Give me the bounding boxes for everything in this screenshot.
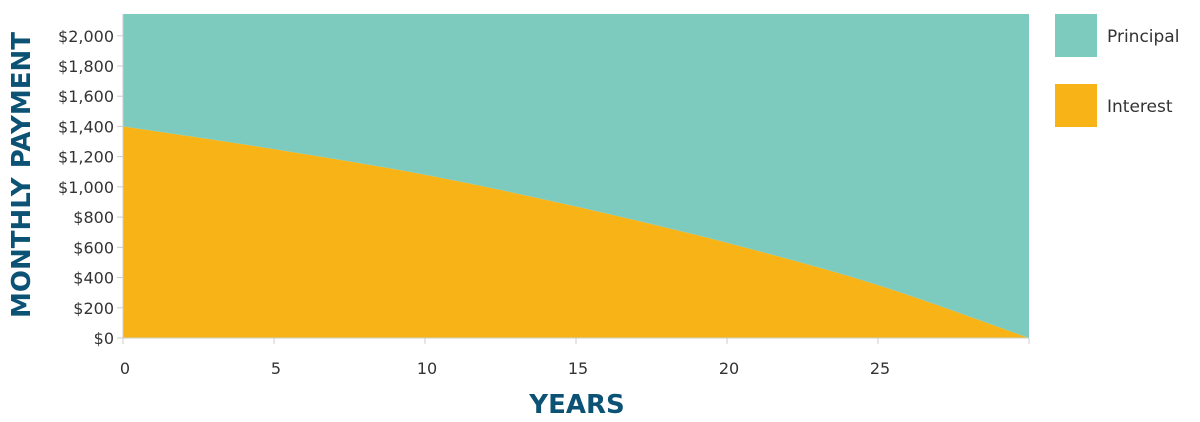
area-interest <box>123 126 1029 339</box>
y-tick-label: $1,600 <box>58 87 114 106</box>
x-tick-label: 5 <box>271 359 281 378</box>
legend-label-principal: Principal <box>1107 27 1179 47</box>
y-tick-label: $400 <box>73 269 114 288</box>
y-tick-label: $200 <box>73 299 114 318</box>
x-tick-label: 25 <box>870 359 890 378</box>
legend-label-interest: Interest <box>1107 97 1173 117</box>
y-tick-label: $600 <box>73 238 114 257</box>
y-tick-label: $0 <box>94 329 114 348</box>
axes: $0 $200 $400 $600 $800 $1,000 $1,200 $1,400 $1,6… <box>58 14 1030 378</box>
y-tick-label: $2,000 <box>58 27 114 46</box>
x-tick-label: 0 <box>120 359 130 378</box>
legend-swatch-interest <box>1055 84 1097 127</box>
x-tick-label: 15 <box>568 359 588 378</box>
y-axis-title: MONTHLY PAYMENT <box>7 32 37 318</box>
y-tick-label: $800 <box>73 208 114 227</box>
legend: Principal Interest <box>1055 14 1179 127</box>
x-tick-label: 10 <box>417 359 437 378</box>
y-tick-label: $1,400 <box>58 117 114 136</box>
y-tick-label: $1,000 <box>58 178 114 197</box>
plot-area <box>123 14 1029 339</box>
x-tick-label: 20 <box>719 359 739 378</box>
y-tick-label: $1,200 <box>58 148 114 167</box>
x-axis-title: YEARS <box>528 390 624 417</box>
legend-swatch-principal <box>1055 14 1097 57</box>
area-principal <box>123 14 1029 338</box>
y-tick-label: $1,800 <box>58 57 114 76</box>
